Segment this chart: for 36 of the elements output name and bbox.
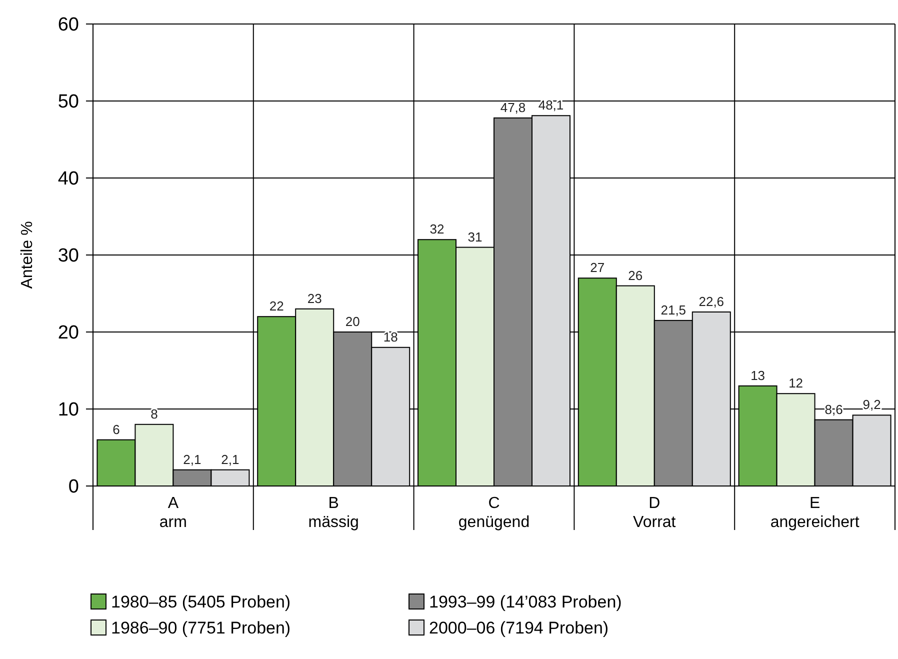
y-axis-title: Anteile %: [19, 221, 36, 289]
data-label: 23: [307, 290, 322, 306]
x-tick-label: D Vorrat: [633, 495, 676, 531]
legend-label: 1993–99 (14’083 Proben): [429, 592, 622, 612]
x-tick-label: B mässig: [308, 495, 359, 531]
legend-label: 2000–06 (7194 Proben): [429, 618, 609, 638]
data-label: 2,1: [183, 452, 202, 467]
x-tick-label: A arm: [159, 495, 187, 531]
data-label: 9,2: [862, 397, 881, 412]
x-tick-label: E angereichert: [770, 495, 860, 531]
data-label: 22: [269, 298, 284, 314]
data-label: 21,5: [660, 302, 686, 318]
y-tick-label: 60: [58, 14, 79, 36]
data-label: 8: [150, 406, 158, 422]
legend-label: 1986–90 (7751 Proben): [111, 618, 291, 638]
data-label: 18: [383, 329, 398, 344]
x-tick-label: C genügend: [458, 495, 530, 531]
data-label: 47,8: [500, 100, 526, 115]
y-tick-label: 40: [58, 168, 79, 190]
y-tick-label: 20: [58, 322, 79, 344]
data-label: 32: [430, 222, 444, 237]
data-label: 2,1: [221, 452, 240, 467]
data-label: 13: [750, 368, 766, 383]
data-label: 27: [590, 260, 605, 276]
legend-label: 1980–85 (5405 Proben): [111, 592, 291, 612]
y-tick-label: 30: [58, 246, 79, 267]
data-label: 20: [345, 314, 360, 329]
data-label: 26: [628, 268, 643, 283]
y-tick-label: 0: [68, 476, 79, 498]
data-label: 22,6: [698, 294, 724, 309]
y-tick-label: 10: [58, 400, 79, 421]
data-label: 12: [788, 376, 804, 391]
data-label: 48,1: [538, 98, 564, 113]
data-label: 6: [112, 422, 120, 437]
y-tick-label: 50: [58, 92, 79, 113]
data-label: 31: [468, 229, 482, 244]
